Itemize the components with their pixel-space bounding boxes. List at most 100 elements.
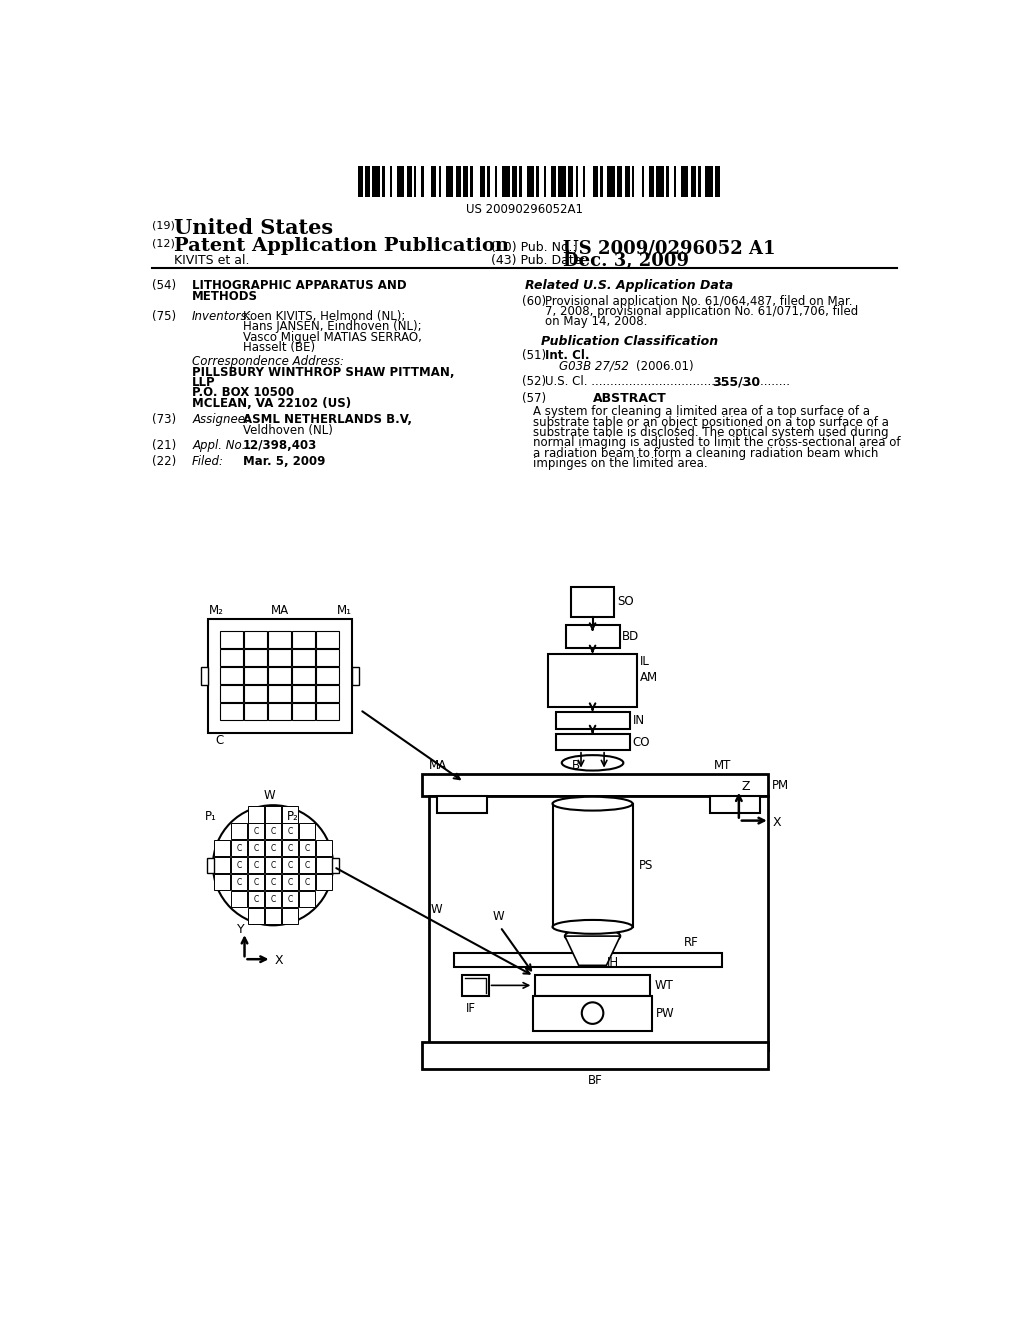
Bar [407, 166, 412, 197]
Bar [535, 974, 650, 997]
Text: MA: MA [271, 603, 289, 616]
Text: substrate table is disclosed. The optical system used during: substrate table is disclosed. The optica… [534, 426, 889, 440]
Text: LITHOGRAPHIC APPARATUS AND: LITHOGRAPHIC APPARATUS AND [193, 280, 407, 292]
Text: W: W [264, 789, 275, 803]
Bar [593, 166, 598, 197]
Bar [316, 649, 339, 667]
Bar [292, 702, 315, 719]
Text: (43) Pub. Date:: (43) Pub. Date: [490, 253, 586, 267]
Bar [548, 655, 637, 706]
Text: Veldhoven (NL): Veldhoven (NL) [243, 424, 333, 437]
Bar [265, 841, 282, 857]
Bar [565, 626, 620, 648]
Text: on May 14, 2008.: on May 14, 2008. [545, 315, 647, 329]
Text: Int. Cl.: Int. Cl. [545, 348, 590, 362]
Text: C: C [270, 843, 275, 853]
Bar [382, 166, 385, 197]
Text: P.O. BOX 10500: P.O. BOX 10500 [193, 387, 294, 400]
Bar [642, 166, 644, 197]
Bar [656, 166, 664, 197]
Text: C: C [270, 861, 275, 870]
Bar [207, 858, 214, 873]
Bar [220, 702, 243, 719]
Bar [265, 874, 282, 890]
Bar [544, 166, 546, 197]
Text: C: C [270, 878, 275, 887]
Circle shape [582, 1002, 603, 1024]
Bar [351, 667, 359, 685]
Bar [214, 841, 230, 857]
Text: Related U.S. Application Data: Related U.S. Application Data [525, 280, 733, 292]
Bar [502, 166, 510, 197]
Bar [265, 824, 282, 840]
Text: CO: CO [633, 735, 650, 748]
Bar [315, 874, 332, 890]
Text: C: C [237, 878, 242, 887]
Bar [316, 631, 339, 648]
Text: IH: IH [606, 956, 618, 969]
Bar [357, 166, 362, 197]
Bar [299, 824, 315, 840]
Bar [649, 166, 654, 197]
Ellipse shape [565, 928, 621, 944]
Bar [316, 702, 339, 719]
Text: Mar. 5, 2009: Mar. 5, 2009 [243, 455, 326, 467]
Text: (51): (51) [521, 348, 546, 362]
Bar [365, 166, 370, 197]
Bar [265, 807, 282, 822]
Bar [583, 166, 586, 197]
Bar [571, 587, 614, 616]
Text: C: C [254, 826, 259, 836]
Text: M₁: M₁ [337, 603, 352, 616]
Bar [556, 734, 630, 750]
Bar [556, 711, 630, 729]
Bar [299, 857, 315, 874]
Bar [438, 166, 441, 197]
Text: Publication Classification: Publication Classification [541, 335, 718, 348]
Text: C: C [288, 826, 293, 836]
Bar [463, 166, 468, 197]
Text: Z: Z [741, 780, 750, 793]
Text: U.S. Cl. .....................................................: U.S. Cl. ...............................… [545, 375, 790, 388]
Bar [208, 619, 352, 733]
Ellipse shape [562, 755, 624, 771]
Bar [711, 796, 761, 813]
Text: C: C [237, 861, 242, 870]
Bar [674, 166, 676, 197]
Bar [231, 891, 247, 907]
Bar [512, 166, 517, 197]
Text: C: C [254, 878, 259, 887]
Bar [244, 667, 267, 684]
Text: Patent Application Publication: Patent Application Publication [174, 238, 509, 255]
Text: BD: BD [622, 630, 639, 643]
Text: (52): (52) [521, 375, 546, 388]
Text: substrate table or an object positioned on a top surface of a: substrate table or an object positioned … [534, 416, 889, 429]
Bar [282, 891, 298, 907]
Text: US 2009/0296052 A1: US 2009/0296052 A1 [563, 239, 776, 257]
Text: RF: RF [683, 936, 698, 949]
Bar [470, 166, 473, 197]
Text: Koen KIVITS, Helmond (NL);: Koen KIVITS, Helmond (NL); [243, 310, 406, 323]
Text: C: C [254, 895, 259, 904]
Bar [248, 908, 264, 924]
Ellipse shape [553, 920, 633, 933]
Text: PW: PW [655, 1007, 675, 1019]
Text: X: X [274, 954, 284, 968]
Text: Appl. No.:: Appl. No.: [193, 440, 250, 453]
Text: (60): (60) [521, 294, 546, 308]
Text: G03B 27/52: G03B 27/52 [559, 360, 629, 372]
Bar [715, 166, 720, 197]
Bar [667, 166, 669, 197]
Bar [220, 667, 243, 684]
Bar [600, 166, 602, 197]
Text: (22): (22) [153, 455, 176, 467]
Bar [282, 857, 298, 874]
Text: PM: PM [772, 779, 790, 792]
Text: C: C [304, 843, 309, 853]
Text: Assignee:: Assignee: [193, 413, 249, 426]
Bar [282, 824, 298, 840]
Bar [333, 858, 339, 873]
Bar [214, 857, 230, 874]
Bar [292, 631, 315, 648]
Text: IN: IN [633, 714, 645, 727]
